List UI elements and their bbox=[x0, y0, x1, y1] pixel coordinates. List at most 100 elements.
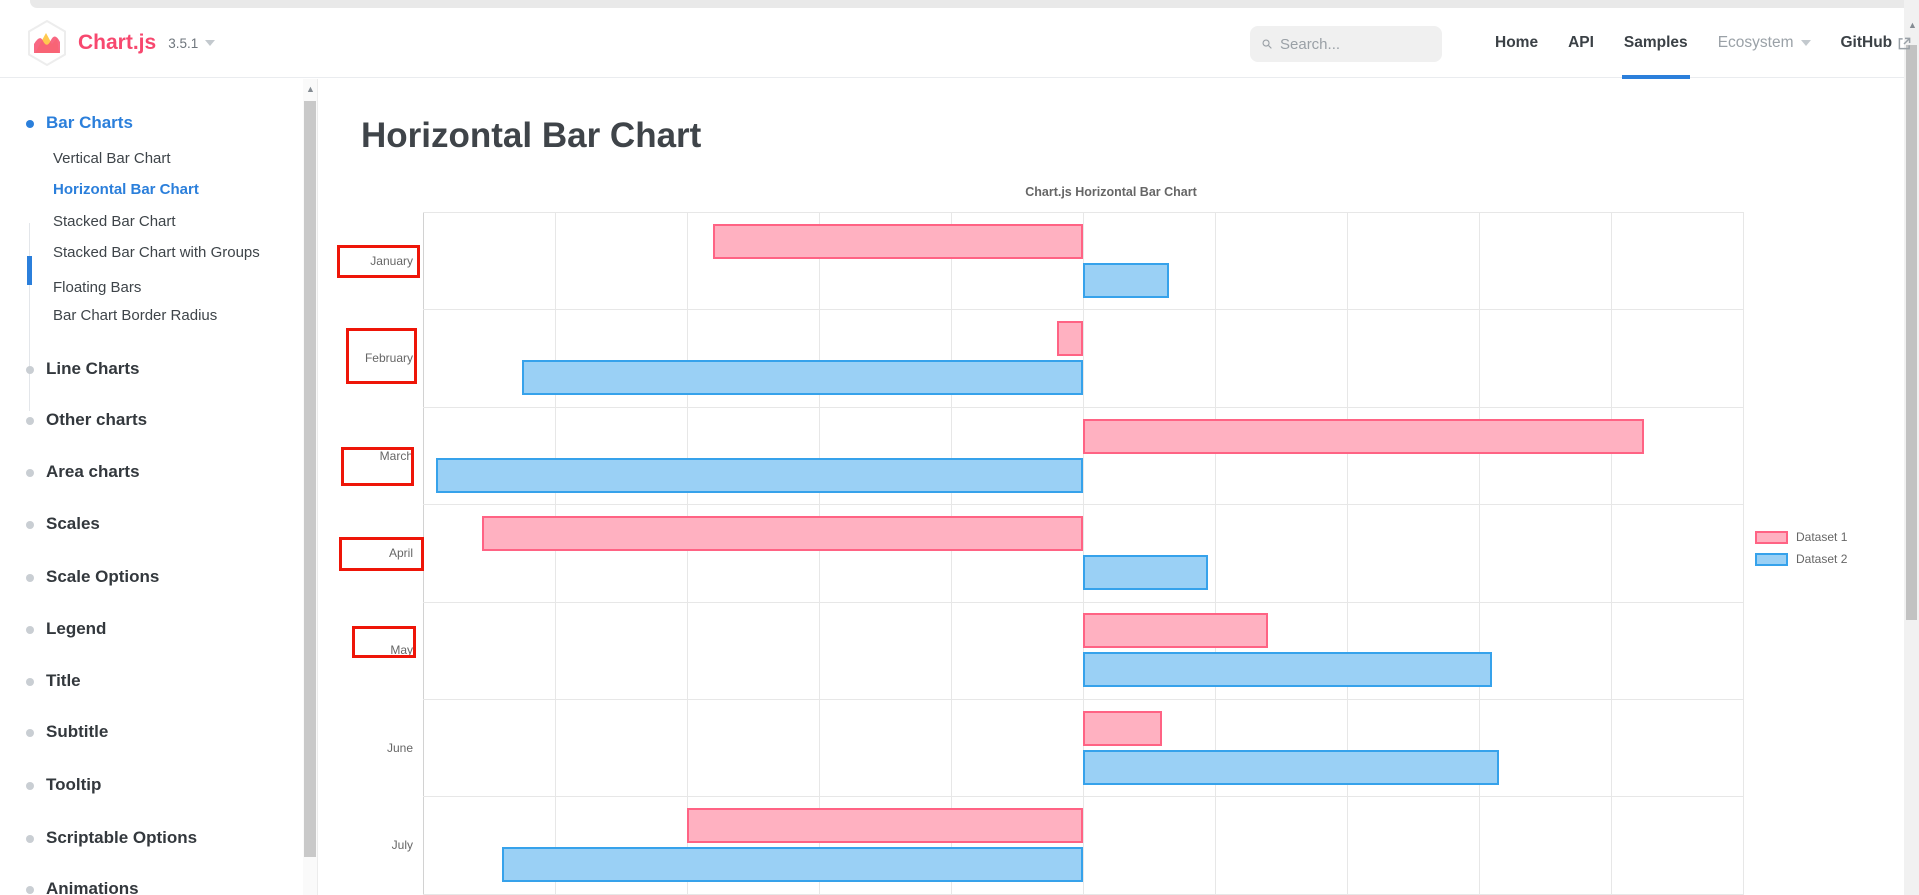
legend-item-dataset-1[interactable]: Dataset 1 bbox=[1755, 530, 1847, 544]
gridline-row-4 bbox=[423, 601, 1743, 603]
version-label[interactable]: 3.5.1 bbox=[168, 35, 199, 51]
axis-label-june: June bbox=[386, 740, 413, 755]
sidebar-scrollbar-up-icon[interactable]: ▲ bbox=[306, 84, 315, 94]
gridline-x--20 bbox=[951, 212, 952, 895]
sidebar-active-indicator bbox=[27, 256, 32, 285]
nav-item-label: GitHub bbox=[1840, 34, 1893, 51]
sidebar-item-label: Stacked Bar Chart with Groups bbox=[53, 244, 260, 261]
sidebar-scrollbar-thumb[interactable] bbox=[304, 101, 316, 857]
chartjs-logo-icon bbox=[28, 20, 66, 66]
bar-dataset-2-april[interactable] bbox=[1083, 554, 1209, 590]
chart-title: Chart.js Horizontal Bar Chart bbox=[1025, 185, 1197, 199]
sidebar-item-label: Scales bbox=[46, 514, 100, 533]
gridline-x--40 bbox=[819, 212, 820, 895]
bullet-icon bbox=[26, 469, 34, 477]
bar-dataset-2-february[interactable] bbox=[522, 360, 1083, 396]
gridline-x-100 bbox=[1743, 212, 1744, 895]
version-caret-icon bbox=[205, 40, 216, 46]
gridline-row-6 bbox=[423, 796, 1743, 798]
window-scrollbar-thumb[interactable] bbox=[1906, 45, 1917, 620]
bar-dataset-2-june[interactable] bbox=[1083, 749, 1499, 785]
highlight-box-february bbox=[346, 328, 417, 384]
nav-item-label: Samples bbox=[1623, 34, 1688, 51]
bullet-icon bbox=[26, 835, 34, 843]
top-nav: Home API Samples Ecosystem GitHub bbox=[1495, 8, 1912, 79]
sidebar-item-label: Line Charts bbox=[46, 359, 140, 378]
nav-item-ecosystem[interactable]: Ecosystem bbox=[1718, 34, 1811, 52]
bullet-icon bbox=[26, 417, 34, 425]
axis-label-february: February bbox=[364, 351, 413, 366]
chart-legend: Dataset 1 Dataset 2 bbox=[1755, 530, 1847, 574]
bullet-icon bbox=[26, 729, 34, 737]
gridline-x-20 bbox=[1215, 212, 1216, 895]
nav-item-github[interactable]: GitHub bbox=[1841, 34, 1912, 52]
window-scrollbar-up-icon[interactable]: ▲ bbox=[1908, 20, 1917, 30]
bar-dataset-1-may[interactable] bbox=[1083, 613, 1268, 649]
sidebar-item-label: Floating Bars bbox=[53, 279, 142, 296]
bar-dataset-2-may[interactable] bbox=[1083, 652, 1493, 688]
bar-dataset-2-march[interactable] bbox=[436, 457, 1083, 493]
search-box[interactable] bbox=[1250, 26, 1442, 62]
gridline-x--60 bbox=[687, 212, 688, 895]
axis-label-march: March bbox=[379, 448, 413, 463]
bar-dataset-1-february[interactable] bbox=[1056, 321, 1083, 357]
sidebar-item-label: Stacked Bar Chart bbox=[53, 213, 176, 230]
bar-dataset-2-january[interactable] bbox=[1083, 262, 1169, 298]
sidebar-sublist-line bbox=[29, 223, 30, 411]
bullet-icon bbox=[26, 886, 34, 894]
sidebar-item-label: Other charts bbox=[46, 410, 148, 429]
gridline-x-40 bbox=[1347, 212, 1348, 895]
axis-label-july: July bbox=[391, 838, 413, 853]
sidebar-item-label: Subtitle bbox=[46, 722, 109, 741]
highlight-box-january bbox=[337, 245, 420, 278]
sidebar-item-label: Legend bbox=[46, 619, 107, 638]
highlight-box-april bbox=[339, 537, 424, 571]
browser-chrome-strip bbox=[30, 0, 1904, 8]
gridline-row-5 bbox=[423, 699, 1743, 700]
search-input[interactable] bbox=[1280, 35, 1430, 53]
sidebar-item-label: Scriptable Options bbox=[46, 828, 198, 847]
nav-item-samples[interactable]: Samples bbox=[1621, 34, 1690, 79]
sidebar-item-label: Horizontal Bar Chart bbox=[53, 181, 199, 198]
highlight-box-may bbox=[352, 626, 416, 658]
bar-dataset-1-march[interactable] bbox=[1083, 418, 1644, 454]
sidebar-item-label: Scale Options bbox=[46, 567, 160, 586]
external-link-icon bbox=[1898, 37, 1911, 49]
bar-dataset-1-january[interactable] bbox=[713, 223, 1083, 259]
sidebar-item-label: Vertical Bar Chart bbox=[53, 150, 171, 167]
gridline-row-0 bbox=[423, 212, 1743, 213]
gridline-row-3 bbox=[423, 504, 1743, 506]
axis-label-april: April bbox=[388, 545, 413, 560]
sidebar: Bar Charts Vertical Bar Chart Horizontal B… bbox=[0, 79, 303, 895]
page-title: Horizontal Bar Chart bbox=[361, 116, 702, 155]
bullet-icon bbox=[26, 120, 34, 128]
bar-dataset-1-june[interactable] bbox=[1083, 710, 1163, 746]
logo-title[interactable]: Chart.js bbox=[78, 31, 157, 54]
nav-item-label: Home bbox=[1495, 34, 1539, 51]
navbar: Chart.js 3.5.1 Home API Samples Ecosystem Gi… bbox=[0, 8, 1911, 79]
search-icon bbox=[1262, 39, 1272, 49]
legend-swatch bbox=[1755, 530, 1788, 544]
sidebar-item-label: Tooltip bbox=[46, 775, 102, 794]
sidebar-item-label: Bar Charts bbox=[46, 113, 133, 132]
sidebar-item-label: Title bbox=[46, 671, 81, 690]
sidebar-item-label: Bar Chart Border Radius bbox=[53, 307, 218, 324]
gridline-row-1 bbox=[423, 309, 1743, 311]
bar-dataset-1-july[interactable] bbox=[687, 808, 1083, 844]
nav-item-label: API bbox=[1568, 34, 1594, 51]
sidebar-item-label: Area charts bbox=[46, 462, 140, 481]
gridline-x-0 bbox=[1083, 212, 1084, 895]
axis-label-january: January bbox=[370, 253, 413, 268]
logo[interactable]: Chart.js 3.5.1 bbox=[26, 20, 216, 66]
nav-item-home[interactable]: Home bbox=[1495, 34, 1538, 52]
legend-item-dataset-2[interactable]: Dataset 2 bbox=[1755, 552, 1847, 566]
sidebar-divider bbox=[317, 79, 318, 895]
bullet-icon bbox=[26, 366, 34, 374]
chevron-down-icon bbox=[1800, 40, 1811, 46]
bar-dataset-1-april[interactable] bbox=[482, 515, 1083, 551]
bar-dataset-2-july[interactable] bbox=[502, 847, 1083, 883]
bullet-icon bbox=[26, 521, 34, 529]
bullet-icon bbox=[26, 782, 34, 790]
legend-swatch bbox=[1755, 552, 1788, 566]
nav-item-api[interactable]: API bbox=[1568, 34, 1594, 52]
